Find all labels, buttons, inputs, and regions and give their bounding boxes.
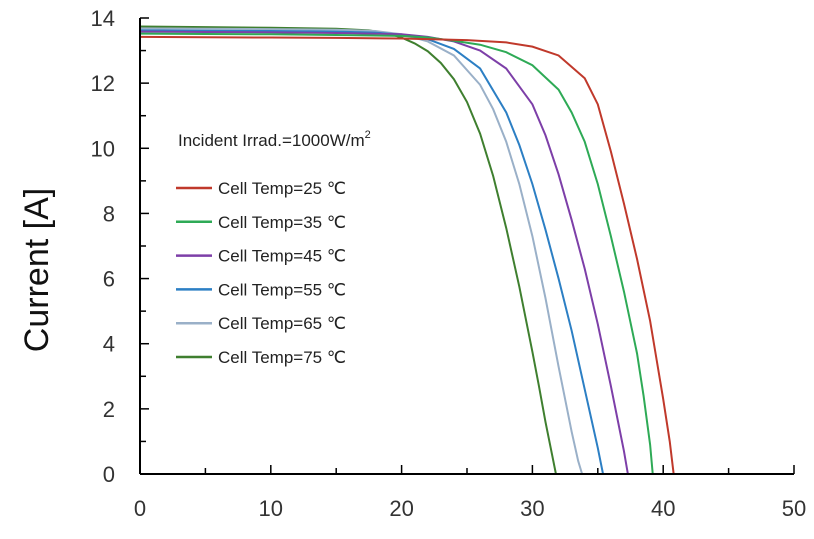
legend-label: Cell Temp=25 ℃ (218, 179, 346, 198)
irradiance-annotation-superscript: 2 (365, 129, 371, 141)
series-line (139, 27, 584, 475)
legend-label: Cell Temp=75 ℃ (218, 348, 346, 367)
y-tick-label: 2 (103, 397, 115, 422)
y-tick-label: 0 (103, 462, 115, 487)
x-tick-label: 50 (782, 496, 806, 521)
y-tick-label: 14 (91, 6, 115, 31)
series-line (139, 25, 557, 475)
series-line (139, 35, 675, 475)
y-tick-label: 8 (103, 201, 115, 226)
series-line (139, 32, 654, 475)
y-tick-label: 12 (91, 71, 115, 96)
series-line (139, 30, 629, 475)
x-tick-label: 0 (134, 496, 146, 521)
legend-label: Cell Temp=65 ℃ (218, 314, 346, 333)
y-tick-label: 10 (91, 136, 115, 161)
y-ticks: 0 2 4 6 8 10 12 14 (91, 6, 149, 487)
x-tick-label: 20 (389, 496, 413, 521)
legend: Cell Temp=25 ℃ Cell Temp=35 ℃ Cell Temp=45… (176, 179, 346, 367)
irradiance-annotation: Incident Irrad.=1000W/m2 (178, 129, 371, 150)
x-tick-label: 10 (259, 496, 283, 521)
curves (139, 25, 675, 475)
legend-label: Cell Temp=55 ℃ (218, 280, 346, 299)
legend-label: Cell Temp=45 ℃ (218, 247, 346, 266)
x-tick-label: 30 (520, 496, 544, 521)
y-tick-label: 6 (103, 267, 115, 292)
y-axis-title: Current [A] (18, 188, 56, 352)
y-tick-label: 4 (103, 332, 115, 357)
irradiance-annotation-text: Incident Irrad.=1000W/m (178, 131, 365, 150)
legend-label: Cell Temp=35 ℃ (218, 213, 346, 232)
series-line (139, 29, 605, 475)
x-ticks: 0 10 20 30 40 50 (134, 465, 806, 521)
x-tick-label: 40 (651, 496, 675, 521)
